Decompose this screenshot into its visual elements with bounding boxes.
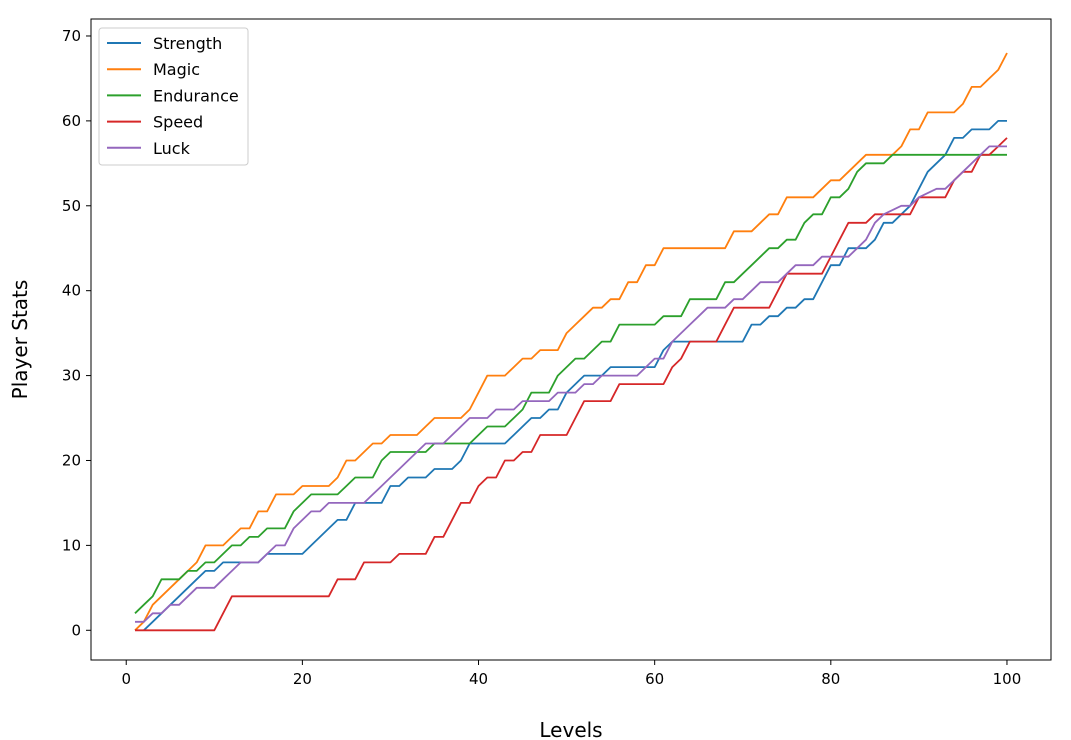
y-tick-label: 50 (62, 197, 81, 215)
x-axis: 0 20 40 60 80 100 (121, 660, 1021, 688)
legend: Strength Magic Endurance Speed Luck (98, 27, 249, 166)
legend-label: Magic (153, 60, 200, 79)
legend-label: Strength (153, 34, 222, 53)
series-line-endurance (134, 153, 1007, 614)
x-tick-label: 100 (993, 670, 1022, 688)
y-tick-label: 40 (62, 282, 81, 300)
y-tick-label: 70 (62, 27, 81, 45)
y-tick-label: 10 (62, 536, 81, 554)
x-axis-title: Levels (539, 718, 602, 740)
y-axis: 0 10 20 30 40 50 60 70 (62, 27, 91, 639)
plot-frame (90, 18, 1052, 661)
series-line-luck (135, 145, 1007, 623)
legend-box (98, 27, 249, 166)
legend-label: Speed (153, 113, 203, 132)
legend-label: Luck (153, 139, 191, 158)
y-tick-label: 20 (62, 451, 81, 469)
x-tick-label: 60 (645, 670, 664, 688)
x-tick-label: 0 (121, 670, 131, 688)
legend-label: Endurance (153, 86, 239, 105)
y-axis-title: Player Stats (8, 280, 32, 400)
plot-lines (134, 52, 1008, 632)
series-line-magic (134, 52, 1008, 631)
x-tick-label: 20 (293, 670, 312, 688)
y-tick-label: 30 (62, 367, 81, 385)
y-tick-label: 0 (71, 621, 81, 639)
series-line-speed (135, 137, 1008, 632)
y-tick-label: 60 (62, 112, 81, 130)
x-tick-label: 80 (821, 670, 840, 688)
x-tick-label: 40 (469, 670, 488, 688)
